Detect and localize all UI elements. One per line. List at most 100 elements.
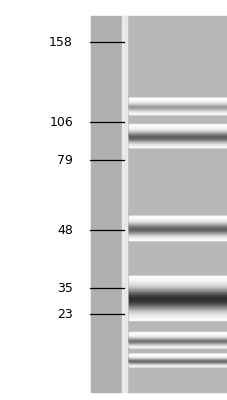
Bar xyxy=(128,112,226,113)
Bar xyxy=(128,355,226,356)
Bar xyxy=(128,358,226,359)
Bar xyxy=(128,358,226,359)
Bar xyxy=(128,103,226,104)
Bar xyxy=(128,237,226,238)
Bar xyxy=(128,341,226,342)
Bar xyxy=(128,223,226,224)
Bar xyxy=(128,312,226,314)
Bar xyxy=(91,16,121,392)
Bar xyxy=(128,306,226,307)
Bar xyxy=(128,129,226,130)
Bar xyxy=(128,143,226,144)
Bar xyxy=(128,361,226,362)
Bar xyxy=(128,219,226,220)
Bar xyxy=(128,306,226,308)
Bar xyxy=(128,238,226,239)
Bar xyxy=(128,105,226,106)
Bar xyxy=(128,105,226,106)
Bar xyxy=(128,364,226,365)
Bar xyxy=(128,229,226,230)
Bar xyxy=(128,230,226,231)
Bar xyxy=(128,305,226,306)
Bar xyxy=(128,113,226,114)
Bar xyxy=(128,131,226,132)
Bar xyxy=(128,278,226,279)
Bar xyxy=(128,104,226,105)
Bar xyxy=(128,143,226,144)
Bar xyxy=(128,356,226,357)
Bar xyxy=(128,342,226,343)
Bar xyxy=(128,336,226,337)
Bar xyxy=(128,101,226,102)
Bar xyxy=(128,356,226,357)
Bar xyxy=(128,145,226,146)
Bar xyxy=(128,128,226,129)
Bar xyxy=(128,334,226,335)
Bar xyxy=(128,357,226,358)
Bar xyxy=(128,102,226,103)
Bar xyxy=(128,234,226,235)
Bar xyxy=(128,136,226,137)
Bar xyxy=(128,142,226,143)
Bar xyxy=(128,225,226,226)
Bar xyxy=(128,340,226,341)
Bar xyxy=(128,345,226,346)
Bar xyxy=(128,228,226,229)
Bar xyxy=(128,293,226,294)
Bar xyxy=(128,339,226,340)
Bar xyxy=(128,144,226,145)
Bar xyxy=(128,355,226,356)
Bar xyxy=(128,222,226,223)
Bar xyxy=(128,354,226,355)
Bar xyxy=(128,363,226,364)
Bar xyxy=(128,130,226,131)
Bar xyxy=(128,304,226,305)
Bar xyxy=(128,231,226,232)
Bar xyxy=(128,303,226,304)
Bar xyxy=(128,337,226,338)
Bar xyxy=(128,339,226,340)
Bar xyxy=(128,361,226,362)
Bar xyxy=(128,332,226,333)
Bar xyxy=(128,360,226,361)
Bar xyxy=(128,233,226,234)
Bar xyxy=(128,276,226,278)
Bar xyxy=(128,286,226,287)
Bar xyxy=(128,341,226,342)
Bar xyxy=(128,346,226,347)
Bar xyxy=(128,238,226,239)
Bar xyxy=(128,132,226,133)
Bar xyxy=(128,333,226,334)
Bar xyxy=(128,104,226,105)
Bar xyxy=(128,235,226,236)
Bar xyxy=(128,127,226,128)
Text: 35: 35 xyxy=(57,282,73,294)
Bar xyxy=(128,231,226,232)
Bar xyxy=(128,100,226,101)
Bar xyxy=(128,138,226,139)
Bar xyxy=(128,237,226,238)
Bar xyxy=(128,278,226,280)
Bar xyxy=(128,224,226,225)
Bar xyxy=(128,354,226,355)
Bar xyxy=(128,360,226,361)
Bar xyxy=(128,334,226,335)
Bar xyxy=(128,226,226,227)
Bar xyxy=(128,228,226,229)
Bar xyxy=(128,138,226,139)
Bar xyxy=(128,284,226,285)
Bar xyxy=(128,287,226,288)
Bar xyxy=(128,109,226,110)
Bar xyxy=(128,344,226,345)
Bar xyxy=(128,362,226,363)
Bar xyxy=(128,319,226,320)
Bar xyxy=(128,99,226,100)
Bar xyxy=(128,108,226,109)
Bar xyxy=(128,101,226,102)
Bar xyxy=(128,221,226,222)
Bar xyxy=(128,221,226,222)
Bar xyxy=(128,316,226,317)
Bar xyxy=(128,290,226,291)
Bar xyxy=(128,308,226,309)
Bar xyxy=(128,356,226,357)
